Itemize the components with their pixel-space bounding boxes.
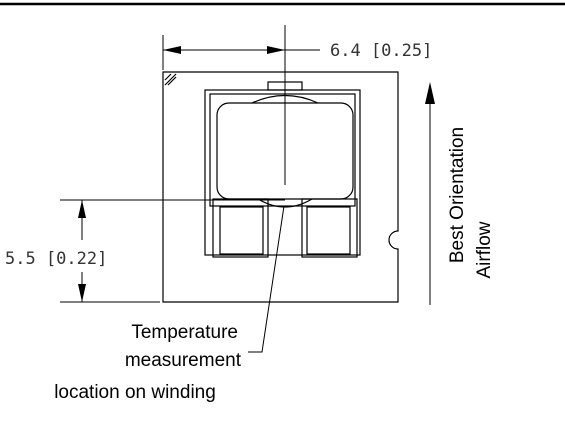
inductor xyxy=(204,81,361,258)
width-dimension: 6.4 [0.25] xyxy=(162,25,432,185)
width-label: 6.4 [0.25] xyxy=(330,41,432,61)
callout-line: Temperature xyxy=(131,322,238,343)
callout: Temperature measurement location on wind… xyxy=(54,205,285,403)
airflow-line: Best Orientation xyxy=(447,127,468,263)
callout-line: measurement xyxy=(125,350,242,371)
board xyxy=(162,71,399,303)
airflow: Best Orientation Airflow xyxy=(425,82,495,305)
airflow-line: Airflow xyxy=(474,221,495,278)
height-dimension: 5.5 [0.22] xyxy=(5,199,285,303)
callout-line: location on winding xyxy=(54,382,216,403)
height-label: 5.5 [0.22] xyxy=(5,249,107,269)
